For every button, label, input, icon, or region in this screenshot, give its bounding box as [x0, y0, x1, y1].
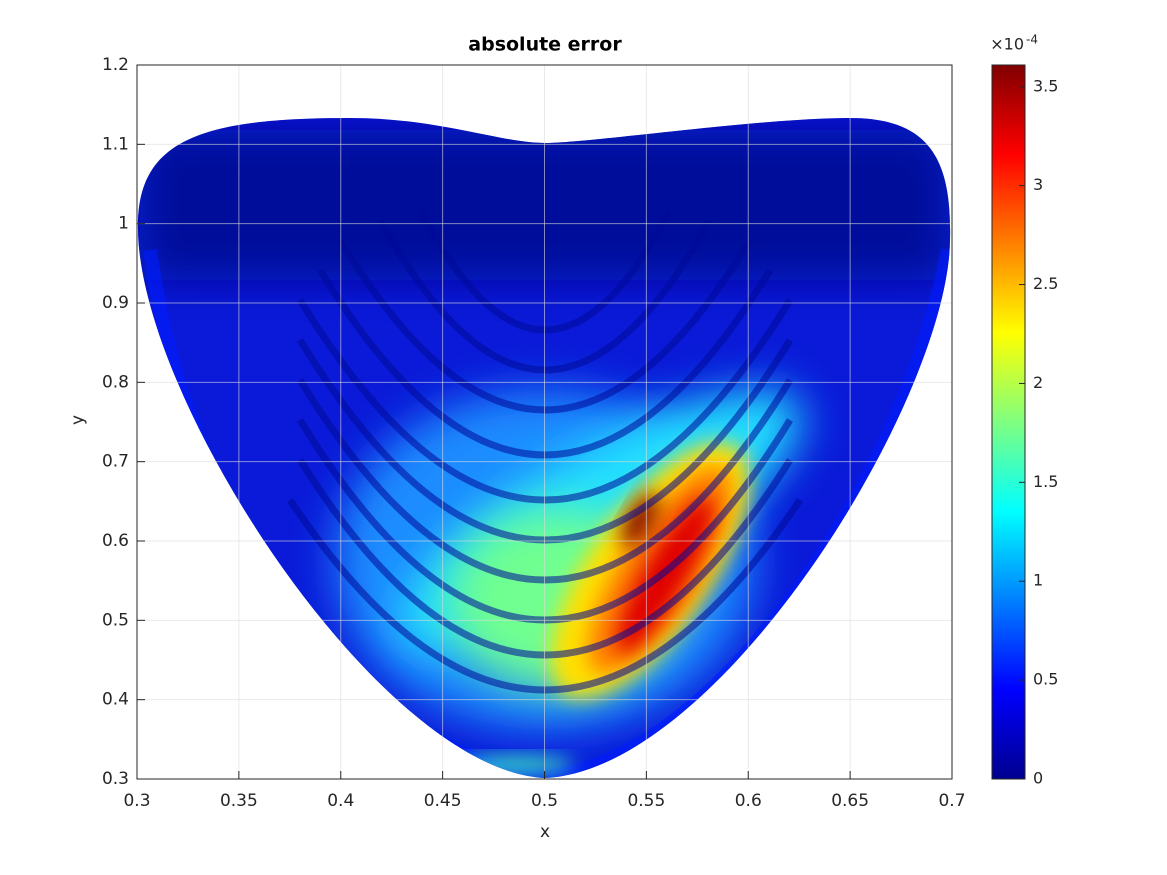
colorbar-tick-label: 2	[1033, 373, 1043, 392]
colorbar-tick-label: 1	[1033, 571, 1043, 590]
chart-title: absolute error	[468, 34, 622, 56]
x-tick-label: 0.65	[831, 791, 869, 811]
x-tick-label: 0.3	[123, 791, 150, 811]
x-tick-label: 0.6	[735, 791, 762, 811]
y-tick-label: 0.6	[102, 531, 129, 551]
y-tick-label: 1	[118, 214, 129, 234]
colorbar-exponent: -4	[1026, 33, 1038, 47]
colorbar-tick-label: 1.5	[1033, 472, 1058, 491]
y-tick-label: 1.1	[102, 134, 129, 154]
x-axis-label: x	[540, 822, 550, 842]
colorbar-tick-label: 2.5	[1033, 274, 1058, 293]
y-axis-label: y	[68, 415, 88, 425]
y-tick-label: 0.7	[102, 452, 129, 472]
x-tick-label: 0.7	[938, 791, 965, 811]
y-tick-label: 1.2	[102, 55, 129, 75]
y-tick-label: 0.4	[102, 690, 129, 710]
x-tick-label: 0.55	[627, 791, 665, 811]
colorbar: ×10 -4 0 0.5 1 1.5 2 2.5 3 3.5	[990, 33, 1058, 788]
colorbar-tick-label: 0.5	[1033, 670, 1058, 689]
y-tick-label: 0.5	[102, 610, 129, 630]
colorbar-tick-label: 0	[1033, 769, 1043, 788]
colorbar-tick-label: 3.5	[1033, 76, 1058, 95]
x-tick-label: 0.5	[531, 791, 558, 811]
x-tick-label: 0.35	[220, 791, 258, 811]
y-tick-label: 0.8	[102, 372, 129, 392]
colorbar-multiplier: ×10	[990, 35, 1024, 54]
y-tick-label: 0.3	[102, 769, 129, 789]
colorbar-scale	[991, 64, 1026, 780]
y-tick-label: 0.9	[102, 293, 129, 313]
x-tick-label: 0.4	[327, 791, 354, 811]
x-tick-label: 0.45	[424, 791, 462, 811]
colorbar-tick-label: 3	[1033, 175, 1043, 194]
